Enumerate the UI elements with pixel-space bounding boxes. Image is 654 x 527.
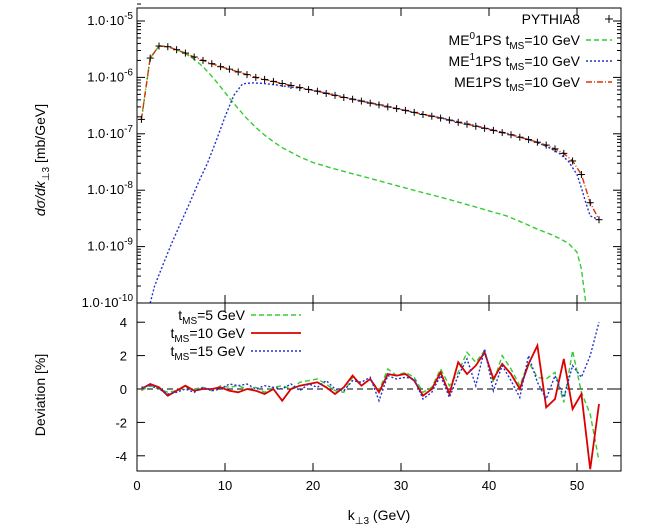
pythia-data-point bbox=[577, 170, 585, 178]
top-legend-label: ME1PS tMS​=10 GeV bbox=[454, 74, 581, 94]
top-y-tick-label: 1.0·10-8 bbox=[87, 180, 133, 197]
pythia-data-point bbox=[516, 133, 524, 141]
top-y-tick-label: 1.0·10-7 bbox=[87, 124, 133, 141]
bottom-y-axis-label: Deviation [%] bbox=[32, 354, 48, 436]
x-tick-label: 0 bbox=[133, 478, 140, 493]
pythia-data-point bbox=[305, 86, 313, 94]
pythia-data-point bbox=[375, 101, 383, 109]
pythia-data-point bbox=[287, 81, 295, 89]
pythia-data-point bbox=[489, 126, 497, 134]
pythia-data-point bbox=[445, 116, 453, 124]
pythia-data-point bbox=[507, 131, 515, 139]
pythia-data-point bbox=[542, 141, 550, 149]
x-tick-label: 10 bbox=[218, 478, 232, 493]
top-y-tick-label: 1.0·10-9 bbox=[87, 237, 133, 254]
bottom-y-tick-label: 2 bbox=[120, 349, 127, 364]
pythia-data-point bbox=[261, 75, 269, 83]
pythia-data-point bbox=[366, 99, 374, 107]
pythia-data-point bbox=[551, 145, 559, 153]
x-tick-label: 40 bbox=[482, 478, 496, 493]
top-y-axis-label: dσ/dk⊥3 [mb/GeV] bbox=[32, 104, 52, 216]
bottom-y-tick-label: -2 bbox=[115, 415, 127, 430]
pythia-data-point bbox=[137, 115, 145, 123]
top-legend-swatch bbox=[605, 15, 613, 23]
pythia-data-point bbox=[173, 46, 181, 54]
pythia-data-point bbox=[234, 68, 242, 76]
pythia-data-point bbox=[181, 49, 189, 57]
pythia-data-point bbox=[349, 95, 357, 103]
top-panel: 1.0·10-5 1.0·10-6 1.0·10-7 1.0·10-8 1.0·10-9… bbox=[32, 3, 622, 310]
x-tick-label: 50 bbox=[570, 478, 584, 493]
pythia-data-point bbox=[463, 120, 471, 128]
deviation-line-t15 bbox=[141, 322, 600, 403]
bottom-y-tick-label: 4 bbox=[120, 315, 127, 330]
pythia-data-point bbox=[164, 43, 172, 51]
pythia-data-point bbox=[560, 149, 568, 157]
pythia-data-point bbox=[199, 56, 207, 64]
pythia-data-point bbox=[533, 138, 541, 146]
pythia-data-point bbox=[595, 216, 603, 224]
pythia-data-point bbox=[313, 87, 321, 95]
bottom-y-tick-label: 0 bbox=[120, 382, 127, 397]
series-line-me0 bbox=[140, 45, 587, 303]
pythia-data-point bbox=[252, 73, 260, 81]
top-y-tick-label: 1.0·10-5 bbox=[87, 11, 133, 28]
pythia-data-point bbox=[384, 103, 392, 111]
deviation-line-t10 bbox=[140, 342, 600, 470]
pythia-data-point bbox=[269, 77, 277, 85]
pythia-data-point bbox=[569, 157, 577, 165]
pythia-data-point bbox=[331, 91, 339, 99]
pythia-data-point bbox=[146, 54, 154, 62]
pythia-data-point bbox=[525, 136, 533, 144]
pythia-data-point bbox=[208, 60, 216, 68]
pythia-data-point bbox=[190, 53, 198, 61]
top-y-tick-label: 1.0·10-10 bbox=[82, 293, 134, 310]
pythia-data-point bbox=[340, 94, 348, 102]
pythia-data-point bbox=[357, 97, 365, 105]
pythia-data-point bbox=[401, 106, 409, 114]
pythia-data-point bbox=[217, 63, 225, 71]
x-tick-label: 30 bbox=[394, 478, 408, 493]
pythia-data-point bbox=[410, 108, 418, 116]
top-legend-label: PYTHIA8 bbox=[522, 11, 581, 27]
pythia-data-point bbox=[481, 124, 489, 132]
pythia-data-point bbox=[437, 114, 445, 122]
pythia-data-point bbox=[243, 71, 251, 79]
pythia-data-point bbox=[278, 79, 286, 87]
pythia-data-point bbox=[586, 199, 594, 207]
bottom-y-tick-label: -4 bbox=[115, 449, 127, 464]
top-y-tick-label: 1.0·10-6 bbox=[87, 67, 133, 84]
pythia-data-point bbox=[472, 122, 480, 130]
pythia-data-point bbox=[393, 105, 401, 113]
bottom-legend-label: tMS​=5 GeV bbox=[178, 307, 245, 327]
top-legend-label: ME0​1PS tMS​=10 GeV bbox=[449, 31, 581, 52]
series-line-me1 bbox=[149, 82, 600, 303]
pythia-data-point bbox=[322, 89, 330, 97]
x-tick-label: 20 bbox=[306, 478, 320, 493]
pythia-data-point bbox=[155, 42, 163, 50]
pythia-data-point bbox=[428, 112, 436, 120]
top-legend-label: ME1​1PS tMS​=10 GeV bbox=[449, 52, 581, 73]
bottom-legend-label: tMS​=15 GeV bbox=[170, 343, 245, 363]
bottom-plot-frame bbox=[136, 302, 622, 472]
pythia-data-point bbox=[498, 129, 506, 137]
deviation-line-t5 bbox=[141, 349, 600, 461]
series-line-me1ps bbox=[140, 45, 600, 221]
pythia-data-point bbox=[296, 84, 304, 92]
bottom-legend-label: tMS​=10 GeV bbox=[170, 325, 245, 345]
pythia-data-point bbox=[225, 65, 233, 73]
pythia-data-point bbox=[419, 110, 427, 118]
pythia-data-point bbox=[454, 118, 462, 126]
x-axis-label: k⊥3 (GeV) bbox=[348, 507, 411, 527]
